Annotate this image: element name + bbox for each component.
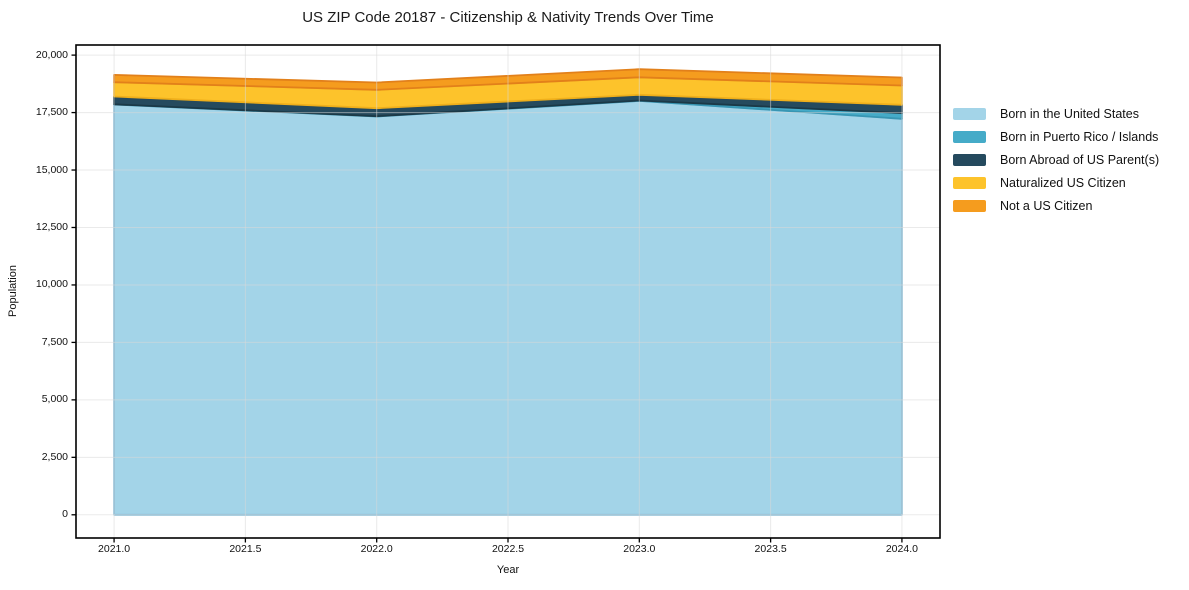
y-tick-label: 15,000 bbox=[35, 163, 68, 176]
x-tick-label: 2021.0 bbox=[98, 543, 131, 555]
legend-item-born-in-puerto-rico-islands: Born in Puerto Rico / Islands bbox=[953, 126, 1159, 149]
x-tick-label: 2024.0 bbox=[885, 543, 918, 555]
y-tick-label: 10,000 bbox=[35, 278, 68, 291]
legend-swatch-icon bbox=[953, 131, 986, 144]
x-tick-label: 2021.5 bbox=[229, 543, 262, 555]
legend-item-naturalized-us-citizen: Naturalized US Citizen bbox=[953, 171, 1159, 194]
legend-label: Not a US Citizen bbox=[1000, 198, 1093, 213]
legend-label: Naturalized US Citizen bbox=[1000, 175, 1126, 190]
x-tick-label: 2023.5 bbox=[754, 543, 787, 555]
legend-item-born-in-the-united-states: Born in the United States bbox=[953, 103, 1159, 126]
legend: Born in the United States Born in Puerto … bbox=[953, 103, 1159, 217]
legend-label: Born Abroad of US Parent(s) bbox=[1000, 152, 1160, 167]
x-tick-label: 2022.0 bbox=[360, 543, 393, 555]
y-tick-label: 5,000 bbox=[41, 393, 68, 406]
legend-swatch-icon bbox=[953, 199, 986, 212]
y-tick-label: 0 bbox=[62, 508, 68, 521]
legend-item-not-a-us-citizen: Not a US Citizen bbox=[953, 194, 1159, 217]
y-axis-label: Population bbox=[7, 265, 19, 317]
y-tick-label: 12,500 bbox=[35, 220, 68, 233]
legend-label: Born in the United States bbox=[1000, 107, 1139, 122]
legend-label: Born in Puerto Rico / Islands bbox=[1000, 130, 1159, 145]
legend-swatch-icon bbox=[953, 108, 986, 121]
legend-swatch-icon bbox=[953, 153, 986, 166]
y-tick-label: 7,500 bbox=[41, 335, 68, 348]
chart-title: US ZIP Code 20187 - Citizenship & Nativi… bbox=[302, 9, 714, 26]
legend-item-born-abroad-of-us-parent-s: Born Abroad of US Parent(s) bbox=[953, 149, 1159, 172]
x-tick-label: 2022.5 bbox=[491, 543, 525, 555]
y-tick-label: 20,000 bbox=[35, 48, 68, 61]
x-tick-label: 2023.0 bbox=[623, 543, 656, 555]
x-axis-label: Year bbox=[496, 564, 520, 576]
y-tick-label: 17,500 bbox=[35, 106, 68, 119]
y-tick-label: 2,500 bbox=[41, 450, 68, 463]
legend-swatch-icon bbox=[953, 176, 986, 189]
